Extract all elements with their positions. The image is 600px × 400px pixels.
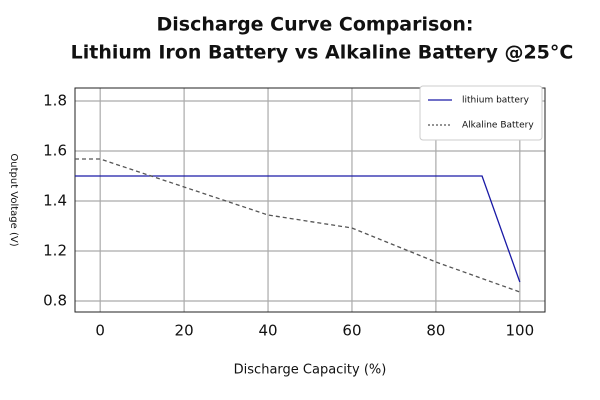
x-tick-label: 20 [175, 322, 194, 340]
x-tick-label: 40 [258, 322, 277, 340]
legend-label: Alkaline Battery [462, 121, 534, 131]
series-line [75, 158, 521, 293]
y-tick-label: 1.2 [43, 242, 67, 260]
legend-box [419, 85, 543, 141]
x-axis-label: Discharge Capacity (%) [234, 363, 387, 378]
y-tick-label: 1.4 [43, 192, 67, 210]
y-tick-label: 0.8 [43, 292, 67, 310]
chart-title: Discharge Curve Comparison: [157, 14, 474, 36]
x-tick-label: 100 [506, 322, 535, 340]
y-tick-label: 1.8 [43, 92, 67, 110]
y-axis-label: Output Voltage (V) [8, 153, 19, 246]
chart-subtitle: Lithium Iron Battery vs Alkaline Battery… [71, 42, 574, 64]
x-tick-label: 0 [95, 322, 105, 340]
legend-label: lithium battery [462, 96, 530, 106]
series-line [75, 175, 521, 283]
x-tick-label: 80 [426, 322, 445, 340]
x-tick-label: 60 [342, 322, 361, 340]
y-tick-label: 1.6 [43, 142, 67, 160]
plot-frame [74, 87, 546, 313]
